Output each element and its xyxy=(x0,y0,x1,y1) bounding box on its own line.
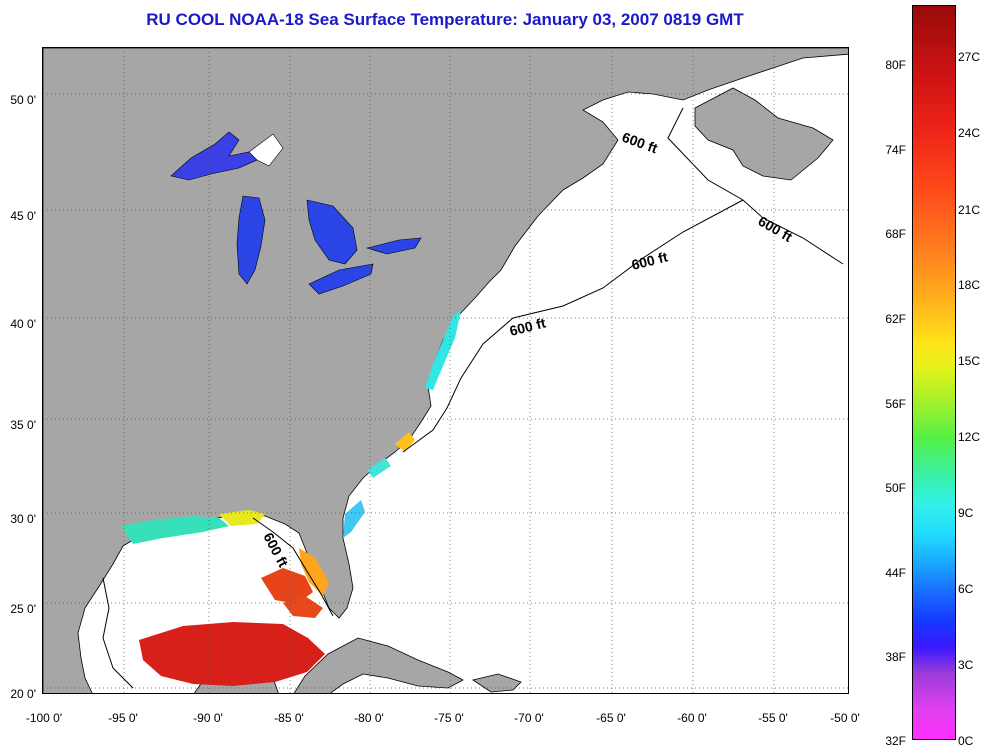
isobath-label: 600 ft xyxy=(620,129,660,157)
gulf-shelf-yellow xyxy=(219,510,265,526)
newfoundland xyxy=(694,87,834,181)
isobath-label: 600 ft xyxy=(630,248,670,272)
lon-label-60: -60 0' xyxy=(677,711,707,725)
lake-michigan xyxy=(236,195,266,285)
lat-label-25: 25 0' xyxy=(10,602,36,616)
colorbar-c-6: 6C xyxy=(958,582,974,596)
lat-label-30: 30 0' xyxy=(10,512,36,526)
colorbar-f-32: 32F xyxy=(885,734,906,748)
isobath-atlantic xyxy=(402,107,844,453)
figure-title: RU COOL NOAA-18 Sea Surface Temperature:… xyxy=(146,10,744,29)
colorbar-c-27: 27C xyxy=(958,50,981,64)
florida-keys-warm xyxy=(283,596,323,618)
hispaniola xyxy=(472,673,522,693)
map-frame: 600 ft 600 ft 600 ft 600 ft 600 ft xyxy=(42,47,849,694)
lat-label-40: 40 0' xyxy=(10,317,36,331)
colorbar-f-68: 68F xyxy=(885,227,906,241)
gulf-warm-patch-2 xyxy=(261,568,313,604)
lat-label-35: 35 0' xyxy=(10,418,36,432)
colorbar-f-50: 50F xyxy=(885,481,906,495)
colorbar-c-0: 0C xyxy=(958,734,974,748)
florida-east-cyan xyxy=(343,500,365,538)
isobath-lines xyxy=(102,107,844,689)
lat-label-45: 45 0' xyxy=(10,209,36,223)
lon-label-55: -55 0' xyxy=(758,711,788,725)
isobath-label: 600 ft xyxy=(508,314,548,338)
lake-erie xyxy=(308,263,374,295)
great-lakes xyxy=(170,131,422,295)
lon-label-90: -90 0' xyxy=(193,711,223,725)
colorbar-f-44: 44F xyxy=(885,566,906,580)
colorbar-f-38: 38F xyxy=(885,650,906,664)
lake-superior xyxy=(170,131,258,181)
lake-superior-east xyxy=(248,133,284,167)
colorbar-f-80: 80F xyxy=(885,58,906,72)
lon-label-70: -70 0' xyxy=(514,711,544,725)
gulf-sst-patches xyxy=(121,510,329,686)
lat-label-20: 20 0' xyxy=(10,687,36,701)
lon-label-65: -65 0' xyxy=(596,711,626,725)
isobath-label: 600 ft xyxy=(260,530,291,570)
colorbar-c-15: 15C xyxy=(958,354,981,368)
florida-shelf-warm xyxy=(299,548,329,596)
lon-label-80: -80 0' xyxy=(354,711,384,725)
colorbar-c-21: 21C xyxy=(958,203,981,217)
colorbar-f-74: 74F xyxy=(885,143,906,157)
lon-label-85: -85 0' xyxy=(274,711,304,725)
lat-label-50: 50 0' xyxy=(10,93,36,107)
isobath-label: 600 ft xyxy=(756,213,796,245)
lon-label-100: -100 0' xyxy=(25,711,63,725)
lon-label-95: -95 0' xyxy=(108,711,138,725)
gulf-shelf-cyan xyxy=(121,516,229,544)
lon-label-75: -75 0' xyxy=(434,711,464,725)
grid-overlay: 600 ft 600 ft 600 ft 600 ft 600 ft xyxy=(43,48,848,693)
mid-atlantic-cyan-strip xyxy=(425,310,461,390)
colorbar-f-56: 56F xyxy=(885,397,906,411)
lake-huron xyxy=(306,199,358,265)
colorbar-c-12: 12C xyxy=(958,430,981,444)
carolina-cyan-patch xyxy=(367,458,391,478)
gulf-warm-patch xyxy=(139,622,325,686)
colorbar-c-18: 18C xyxy=(958,278,981,292)
temperature-colorbar xyxy=(912,5,956,740)
colorbar-f-62: 62F xyxy=(885,312,906,326)
carolina-warm-patch xyxy=(395,432,415,452)
isobath-gulf xyxy=(102,517,334,689)
cuba xyxy=(293,637,464,693)
map-canvas xyxy=(43,48,848,693)
lon-label-50: -50 0' xyxy=(830,711,860,725)
colorbar-c-24: 24C xyxy=(958,126,981,140)
colorbar-c-3: 3C xyxy=(958,658,974,672)
lake-ontario xyxy=(365,237,422,255)
atlantic-coastal-sst xyxy=(343,310,461,538)
colorbar-c-9: 9C xyxy=(958,506,974,520)
